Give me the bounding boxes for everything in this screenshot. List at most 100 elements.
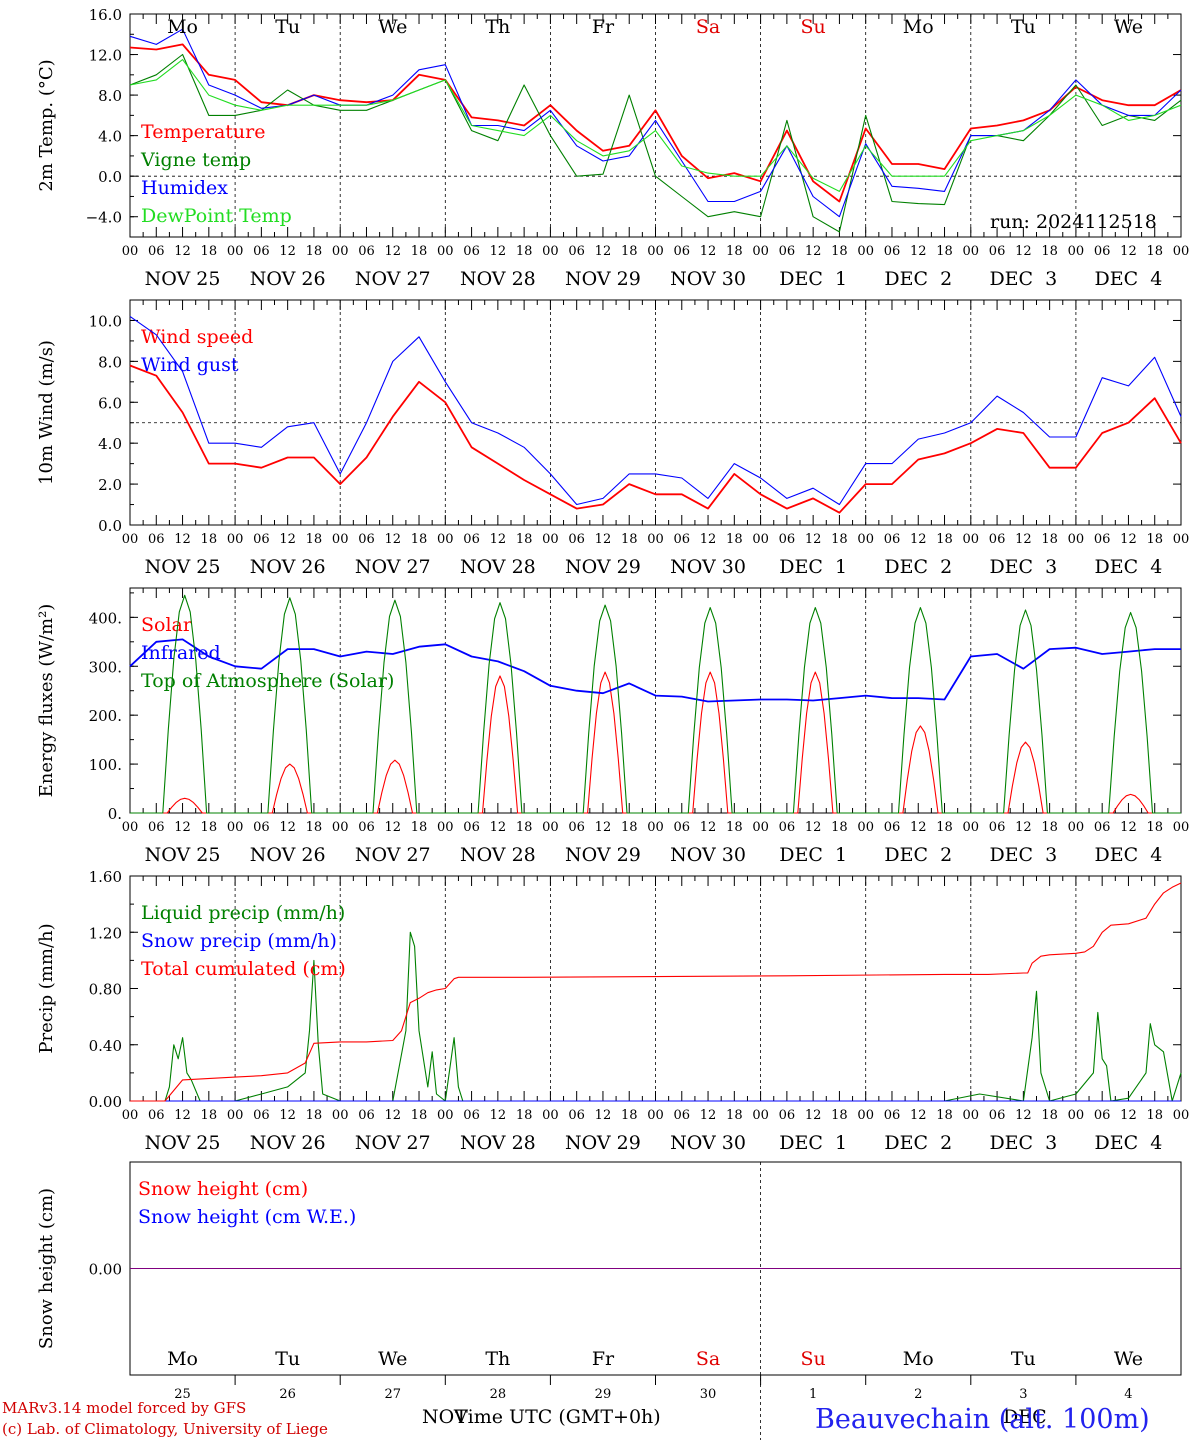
hour-label: 00 [122, 820, 139, 835]
hour-label: 00 [332, 244, 349, 259]
hour-label: 12 [805, 1108, 822, 1123]
hour-label: 00 [1173, 244, 1190, 259]
hour-label: 12 [805, 532, 822, 547]
hour-label: 00 [857, 532, 874, 547]
y-tick-label: 1.20 [89, 924, 122, 942]
hour-label: 00 [122, 532, 139, 547]
hour-label: 18 [1146, 532, 1163, 547]
hour-label: 18 [306, 244, 323, 259]
y-tick-label: 200. [89, 707, 122, 725]
hour-label: 00 [1068, 820, 1085, 835]
y-tick-label: 4.0 [98, 435, 122, 453]
hour-label: 00 [963, 244, 980, 259]
date-label: NOV 26 [250, 556, 326, 578]
date-label: NOV 27 [355, 844, 431, 866]
station-label: Beauvechain (alt. 100m) [815, 1404, 1150, 1435]
date-label: NOV 29 [565, 844, 641, 866]
hour-label: 00 [542, 532, 559, 547]
hour-label: 00 [857, 1108, 874, 1123]
date-label: DEC 3 [989, 844, 1057, 866]
hour-label: 06 [884, 244, 901, 259]
hour-label: 06 [674, 532, 691, 547]
date-label: NOV 26 [250, 1132, 326, 1154]
hour-label: 00 [1173, 532, 1190, 547]
legend-entry: Solar [141, 614, 193, 636]
hour-label: 00 [1068, 244, 1085, 259]
hour-label: 00 [1068, 532, 1085, 547]
date-label: NOV 30 [670, 844, 746, 866]
footer-model: MARv3.14 model forced by GFS [2, 1399, 246, 1417]
hour-label: 18 [831, 532, 848, 547]
legend-entry: Vigne temp [140, 149, 251, 171]
date-label: NOV 27 [355, 556, 431, 578]
hour-label: 18 [516, 1108, 533, 1123]
date-label: NOV 28 [460, 268, 536, 290]
y-axis-label: Snow height (cm) [36, 1188, 57, 1349]
day-name: Th [485, 1348, 510, 1370]
y-tick-label: 0.0 [98, 517, 122, 535]
hour-label: 18 [1146, 1108, 1163, 1123]
hour-label: 00 [1173, 820, 1190, 835]
hour-label: 06 [568, 244, 585, 259]
hour-label: 00 [227, 820, 244, 835]
day-name: Su [801, 1348, 826, 1370]
day-name: Su [801, 16, 826, 38]
footer-lab: (c) Lab. of Climatology, University of L… [2, 1420, 328, 1438]
date-label: DEC 4 [1095, 556, 1163, 578]
date-label: NOV 25 [145, 844, 221, 866]
legend-entry: Snow height (cm) [138, 1178, 308, 1200]
day-name: Tu [1011, 16, 1036, 38]
hour-label: 06 [358, 244, 375, 259]
hour-label: 06 [989, 1108, 1006, 1123]
date-label: DEC 2 [884, 268, 952, 290]
hour-label: 06 [674, 244, 691, 259]
hour-label: 12 [384, 244, 401, 259]
hour-label: 12 [1120, 244, 1137, 259]
hour-label: 12 [490, 532, 507, 547]
hour-label: 18 [621, 532, 638, 547]
run-label: run: 2024112518 [990, 211, 1157, 233]
hour-label: 12 [174, 820, 191, 835]
day-number: 28 [490, 1387, 507, 1402]
hour-label: 18 [1041, 820, 1058, 835]
hour-label: 00 [542, 820, 559, 835]
hour-label: 18 [516, 532, 533, 547]
hour-label: 06 [568, 532, 585, 547]
hour-label: 18 [936, 244, 953, 259]
day-number: 29 [595, 1387, 612, 1402]
date-label: NOV 27 [355, 1132, 431, 1154]
hour-label: 12 [1015, 244, 1032, 259]
hour-label: 12 [595, 244, 612, 259]
hour-label: 18 [621, 820, 638, 835]
day-name: Mo [167, 16, 198, 38]
hour-label: 00 [857, 244, 874, 259]
day-number: 25 [174, 1387, 191, 1402]
day-number: 30 [700, 1387, 717, 1402]
hour-label: 18 [831, 820, 848, 835]
hour-label: 00 [122, 1108, 139, 1123]
y-tick-label: 1.60 [89, 868, 122, 886]
legend-entry: Snow height (cm W.E.) [138, 1206, 356, 1228]
hour-label: 06 [148, 244, 165, 259]
y-axis-label: 2m Temp. (°C) [36, 59, 57, 191]
series-line-wind-speed [129, 364, 1182, 514]
hour-label: 18 [726, 532, 743, 547]
y-tick-label: 0. [108, 805, 122, 823]
legend-entry: Snow precip (mm/h) [141, 930, 337, 952]
date-label: NOV 26 [250, 268, 326, 290]
hour-label: 18 [306, 820, 323, 835]
hour-label: 06 [884, 820, 901, 835]
hour-label: 06 [358, 1108, 375, 1123]
hour-label: 00 [647, 244, 664, 259]
hour-label: 18 [936, 532, 953, 547]
month-label-nov: NOV [422, 1406, 468, 1428]
y-tick-label: 4.0 [98, 128, 122, 146]
hour-label: 12 [279, 244, 296, 259]
hour-label: 18 [411, 244, 428, 259]
hour-label: 12 [595, 820, 612, 835]
y-tick-label: 10.0 [89, 312, 122, 330]
hour-label: 06 [1094, 820, 1111, 835]
hour-label: 06 [568, 820, 585, 835]
x-axis-title: Time UTC (GMT+0h) [455, 1406, 661, 1428]
month-label-dec: DEC [1003, 1406, 1047, 1428]
